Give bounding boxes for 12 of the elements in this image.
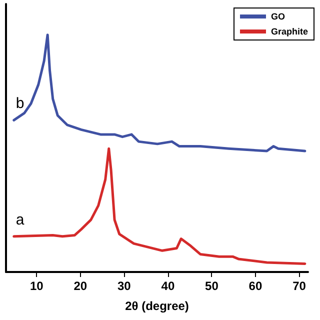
legend-label: GO [270, 12, 286, 22]
x-tick-label: 20 [74, 279, 88, 293]
x-tick-label: 60 [248, 279, 262, 293]
x-tick-label: 30 [117, 279, 132, 293]
legend-label: Graphite [270, 26, 308, 36]
annotation: b [16, 95, 24, 112]
annotation: a [16, 211, 25, 228]
x-tick-label: 70 [292, 279, 306, 293]
x-axis-title: 2θ (degree) [125, 299, 189, 313]
x-tick-label: 10 [30, 279, 44, 293]
x-tick-label: 40 [161, 279, 175, 293]
x-tick-label: 50 [205, 279, 219, 293]
